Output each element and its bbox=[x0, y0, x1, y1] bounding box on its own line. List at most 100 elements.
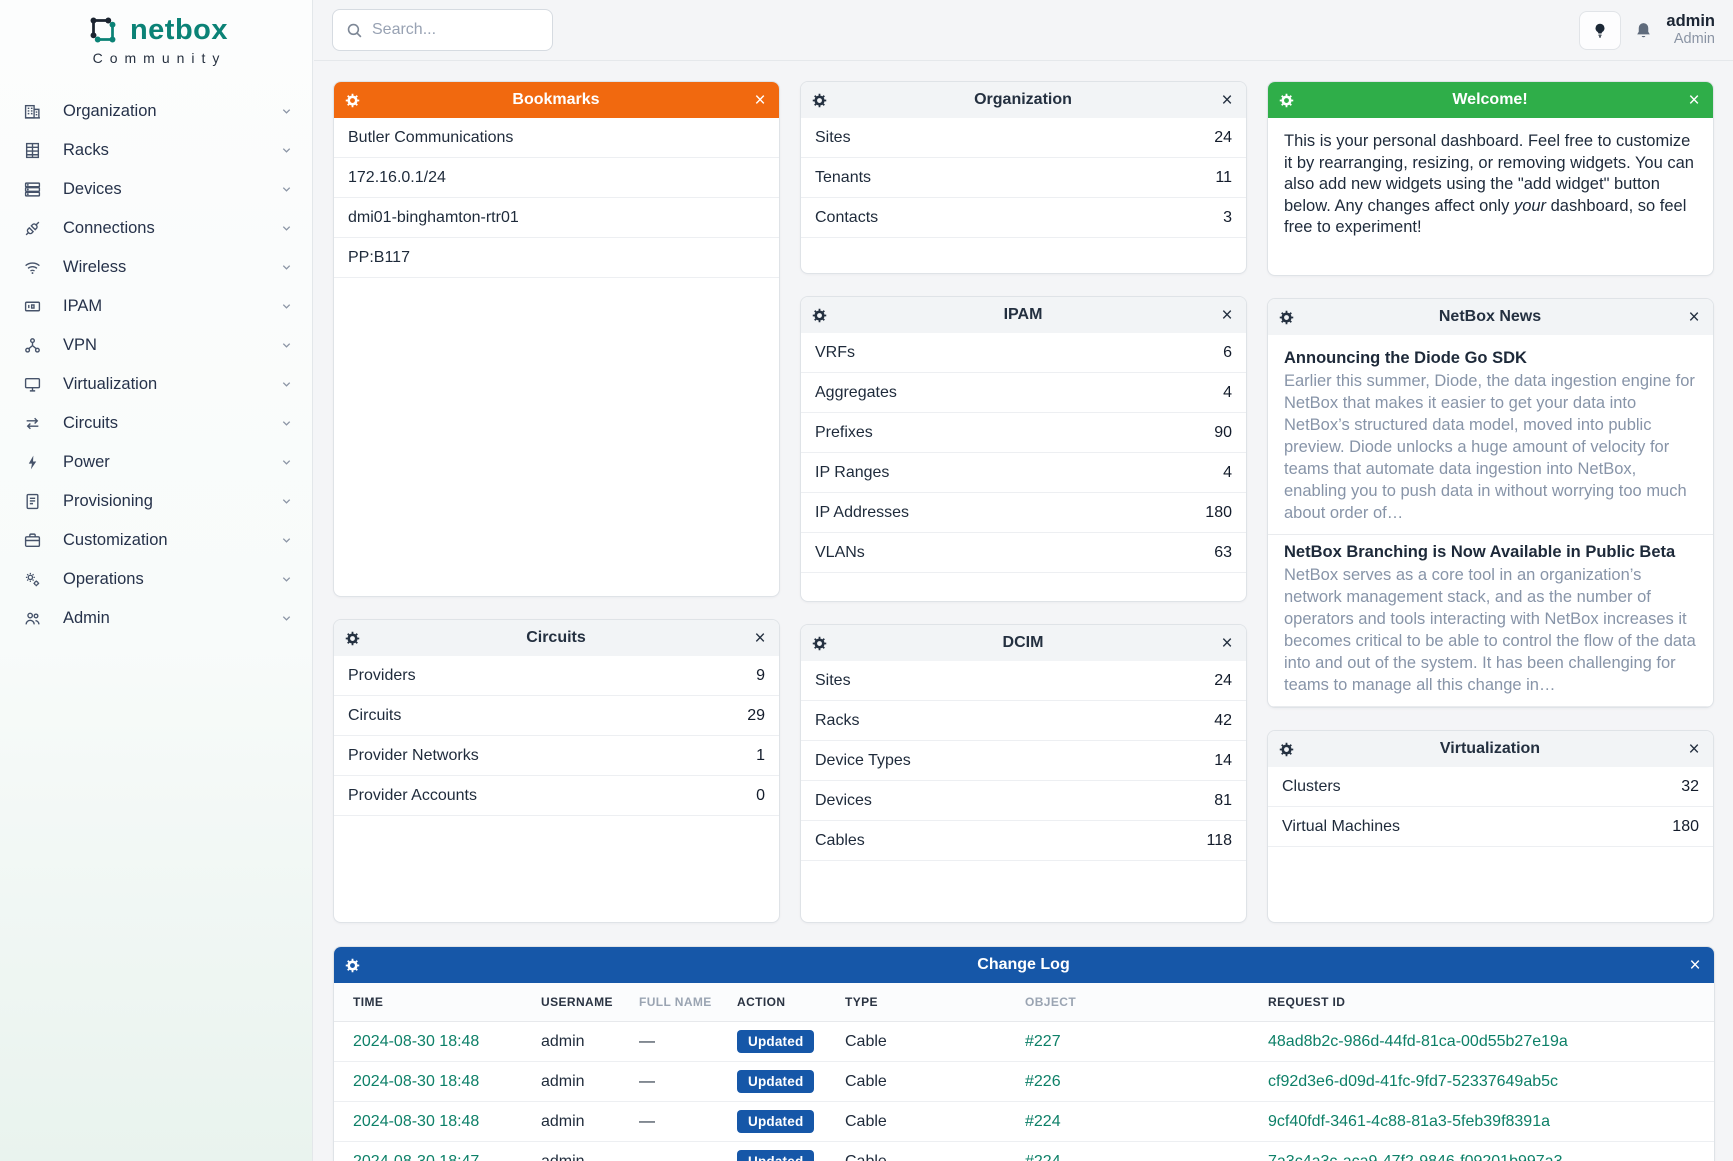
news-item-title-link[interactable]: Announcing the Diode Go SDK bbox=[1284, 349, 1527, 367]
stat-value-link[interactable]: 0 bbox=[756, 786, 765, 804]
stat-label-link[interactable]: IP Addresses bbox=[815, 503, 909, 521]
stat-value-link[interactable]: 118 bbox=[1206, 831, 1232, 849]
changelog-time-link[interactable]: 2024-08-30 18:48 bbox=[353, 1112, 480, 1130]
changelog-object-link[interactable]: #224 bbox=[1025, 1112, 1061, 1130]
stat-label-link[interactable]: Sites bbox=[815, 671, 851, 689]
stat-value-link[interactable]: 90 bbox=[1214, 423, 1232, 441]
changelog-column-header[interactable]: USERNAME bbox=[541, 995, 613, 1009]
stat-label-link[interactable]: Circuits bbox=[348, 706, 402, 724]
stat-value-link[interactable]: 3 bbox=[1223, 208, 1232, 226]
close-icon[interactable]: × bbox=[1689, 954, 1701, 976]
stat-value-link[interactable]: 42 bbox=[1214, 711, 1232, 729]
stat-label-link[interactable]: Virtual Machines bbox=[1282, 817, 1400, 835]
sidebar-item-wireless[interactable]: Wireless bbox=[0, 248, 312, 287]
stat-label-link[interactable]: Device Types bbox=[815, 751, 911, 769]
gear-icon[interactable] bbox=[812, 636, 827, 651]
stat-value-link[interactable]: 24 bbox=[1214, 671, 1232, 689]
bookmark-link[interactable]: PP:B117 bbox=[334, 238, 779, 278]
bookmark-link[interactable]: Butler Communications bbox=[334, 118, 779, 158]
close-icon[interactable]: × bbox=[1221, 89, 1233, 111]
changelog-request-link[interactable]: 48ad8b2c-986d-44fd-81ca-00d55b27e19a bbox=[1268, 1032, 1568, 1050]
sidebar-item-ipam[interactable]: IPAM bbox=[0, 287, 312, 326]
close-icon[interactable]: × bbox=[1688, 738, 1700, 760]
notifications-button[interactable] bbox=[1634, 21, 1653, 40]
changelog-column-header[interactable]: ACTION bbox=[737, 995, 786, 1009]
changelog-object-link[interactable]: #224 bbox=[1025, 1152, 1061, 1161]
sidebar-item-admin[interactable]: Admin bbox=[0, 599, 312, 638]
gear-icon[interactable] bbox=[345, 93, 360, 108]
bookmark-link[interactable]: 172.16.0.1/24 bbox=[334, 158, 779, 198]
bookmark-link[interactable]: dmi01-binghamton-rtr01 bbox=[334, 198, 779, 238]
gear-icon[interactable] bbox=[1279, 93, 1294, 108]
gear-icon[interactable] bbox=[1279, 310, 1294, 325]
stat-label-link[interactable]: Contacts bbox=[815, 208, 879, 226]
close-icon[interactable]: × bbox=[1688, 89, 1700, 111]
search-input[interactable] bbox=[372, 21, 539, 39]
gear-icon[interactable] bbox=[345, 958, 360, 973]
sidebar-item-racks[interactable]: Racks bbox=[0, 131, 312, 170]
stat-value-link[interactable]: 32 bbox=[1681, 777, 1699, 795]
changelog-time-link[interactable]: 2024-08-30 18:48 bbox=[353, 1032, 480, 1050]
gear-icon[interactable] bbox=[812, 93, 827, 108]
stat-label-link[interactable]: Cables bbox=[815, 831, 865, 849]
stat-label-link[interactable]: Aggregates bbox=[815, 383, 897, 401]
close-icon[interactable]: × bbox=[1221, 304, 1233, 326]
brand-logo[interactable]: netbox Community bbox=[0, 12, 312, 66]
stat-label-link[interactable]: Clusters bbox=[1282, 777, 1341, 795]
gear-icon[interactable] bbox=[1279, 742, 1294, 757]
sidebar-item-power[interactable]: Power bbox=[0, 443, 312, 482]
sidebar-item-customization[interactable]: Customization bbox=[0, 521, 312, 560]
stat-value-link[interactable]: 9 bbox=[756, 666, 765, 684]
stat-value-link[interactable]: 4 bbox=[1223, 463, 1232, 481]
changelog-request-link[interactable]: 7a3c4a3c-aca9-47f2-9846-f09201b997a3 bbox=[1268, 1152, 1563, 1161]
close-icon[interactable]: × bbox=[754, 627, 766, 649]
stat-label-link[interactable]: Sites bbox=[815, 128, 851, 146]
sidebar-item-connections[interactable]: Connections bbox=[0, 209, 312, 248]
stat-value-link[interactable]: 24 bbox=[1214, 128, 1232, 146]
sidebar-item-virtualization[interactable]: Virtualization bbox=[0, 365, 312, 404]
stat-label-link[interactable]: Provider Accounts bbox=[348, 786, 477, 804]
stat-label-link[interactable]: VRFs bbox=[815, 343, 855, 361]
changelog-request-link[interactable]: cf92d3e6-d09d-41fc-9fd7-52337649ab5c bbox=[1268, 1072, 1559, 1090]
stat-value-link[interactable]: 14 bbox=[1214, 751, 1232, 769]
stat-value-link[interactable]: 81 bbox=[1214, 791, 1232, 809]
stat-value-link[interactable]: 29 bbox=[747, 706, 765, 724]
stat-value-link[interactable]: 63 bbox=[1214, 543, 1232, 561]
stat-label-link[interactable]: VLANs bbox=[815, 543, 865, 561]
stat-value-link[interactable]: 180 bbox=[1672, 817, 1699, 835]
stat-label-link[interactable]: Prefixes bbox=[815, 423, 873, 441]
sidebar-item-provisioning[interactable]: Provisioning bbox=[0, 482, 312, 521]
sidebar-item-circuits[interactable]: Circuits bbox=[0, 404, 312, 443]
stat-label-link[interactable]: Racks bbox=[815, 711, 860, 729]
theme-toggle-button[interactable] bbox=[1579, 10, 1622, 50]
user-menu[interactable]: admin Admin bbox=[1666, 12, 1715, 48]
gear-icon[interactable] bbox=[345, 631, 360, 646]
close-icon[interactable]: × bbox=[754, 89, 766, 111]
sidebar-item-organization[interactable]: Organization bbox=[0, 92, 312, 131]
changelog-object-link[interactable]: #226 bbox=[1025, 1072, 1061, 1090]
stat-value-link[interactable]: 180 bbox=[1205, 503, 1232, 521]
sidebar-item-devices[interactable]: Devices bbox=[0, 170, 312, 209]
close-icon[interactable]: × bbox=[1221, 632, 1233, 654]
close-icon[interactable]: × bbox=[1688, 306, 1700, 328]
changelog-request-link[interactable]: 9cf40fdf-3461-4c88-81a3-5feb39f8391a bbox=[1268, 1112, 1550, 1130]
stat-value-link[interactable]: 1 bbox=[756, 746, 765, 764]
gear-icon[interactable] bbox=[812, 308, 827, 323]
news-item-title-link[interactable]: NetBox Branching is Now Available in Pub… bbox=[1284, 543, 1676, 561]
stat-value-link[interactable]: 11 bbox=[1215, 168, 1232, 186]
sidebar-item-vpn[interactable]: VPN bbox=[0, 326, 312, 365]
changelog-column-header[interactable]: TIME bbox=[353, 995, 384, 1009]
stat-label-link[interactable]: Provider Networks bbox=[348, 746, 479, 764]
stat-label-link[interactable]: Devices bbox=[815, 791, 872, 809]
stat-label-link[interactable]: Providers bbox=[348, 666, 416, 684]
changelog-column-header[interactable]: TYPE bbox=[845, 995, 878, 1009]
changelog-object-link[interactable]: #227 bbox=[1025, 1032, 1061, 1050]
changelog-time-link[interactable]: 2024-08-30 18:48 bbox=[353, 1072, 480, 1090]
stat-value-link[interactable]: 6 bbox=[1223, 343, 1232, 361]
changelog-column-header[interactable]: REQUEST ID bbox=[1268, 995, 1346, 1009]
stat-value-link[interactable]: 4 bbox=[1223, 383, 1232, 401]
changelog-time-link[interactable]: 2024-08-30 18:47 bbox=[353, 1152, 480, 1161]
sidebar-item-operations[interactable]: Operations bbox=[0, 560, 312, 599]
stat-label-link[interactable]: IP Ranges bbox=[815, 463, 890, 481]
stat-label-link[interactable]: Tenants bbox=[815, 168, 872, 186]
